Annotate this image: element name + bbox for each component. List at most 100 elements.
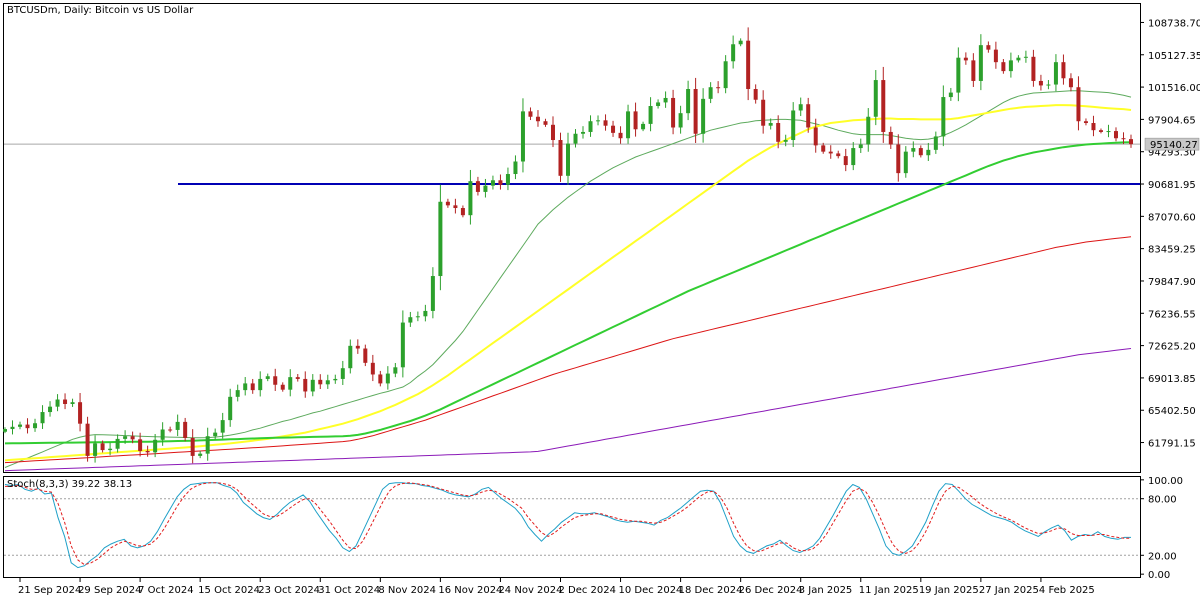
price-tick-label: 90681.95: [1148, 180, 1196, 191]
candle-body: [40, 412, 45, 424]
candle-body: [813, 127, 818, 146]
candle-body: [550, 124, 555, 141]
candle-body: [648, 106, 653, 124]
candle-body: [926, 149, 931, 156]
date-tick-label: 15 Oct 2024: [198, 585, 260, 596]
candle-body: [100, 443, 105, 451]
main-plot-area: [3, 27, 1140, 472]
date-tick-label: 3 Jan 2025: [799, 585, 853, 596]
date-tick-label: 19 Jan 2025: [919, 585, 979, 596]
current-price-tag-bg: [1144, 137, 1200, 151]
candle-body: [190, 437, 195, 456]
candle-body: [505, 174, 510, 185]
candle-body: [63, 399, 68, 404]
candle-body: [3, 429, 7, 432]
candle-body: [303, 378, 308, 392]
candle-body: [108, 448, 113, 451]
candle-body: [363, 348, 368, 363]
candle-body: [423, 310, 428, 317]
candle-body: [355, 345, 360, 349]
candle-body: [535, 116, 540, 122]
candle-body: [400, 322, 405, 368]
candle-body: [911, 148, 916, 152]
candle-body: [235, 390, 240, 397]
candle-body: [828, 151, 833, 154]
candle-body: [33, 423, 38, 429]
candle-body: [130, 436, 135, 440]
candle-body: [288, 377, 293, 390]
candle-body: [626, 111, 631, 139]
candle-body: [581, 131, 586, 134]
candle-body: [783, 140, 788, 142]
candle-body: [656, 102, 661, 107]
candle-body: [596, 120, 601, 122]
candle-body: [408, 317, 413, 323]
candle-body: [798, 104, 803, 111]
date-tick-label: 8 Nov 2024: [378, 585, 436, 596]
candle-body: [978, 45, 983, 81]
candle-body: [851, 148, 856, 166]
candle-body: [1008, 60, 1013, 72]
candle-body: [168, 429, 173, 431]
candle-body: [273, 376, 278, 385]
candle-body: [558, 140, 563, 176]
candle-body: [738, 40, 743, 45]
candle-body: [693, 89, 698, 134]
price-tick-label: 79847.90: [1148, 277, 1196, 288]
date-tick-label: 29 Sep 2024: [78, 585, 141, 596]
main-plot-frame: [3, 3, 1141, 473]
date-tick-label: 2 Dec 2024: [558, 585, 616, 596]
stoch-tick-label: 0.00: [1148, 570, 1170, 581]
date-tick-label: 24 Nov 2024: [498, 585, 562, 596]
candle-body: [445, 201, 450, 206]
candle-body: [93, 443, 98, 456]
candle-body: [618, 132, 623, 139]
candle-body: [678, 113, 683, 128]
stoch-plot-area: [4, 482, 1140, 569]
candle-body: [588, 121, 593, 132]
candle-body: [1068, 78, 1073, 88]
stoch-tick-label: 20.00: [1148, 551, 1177, 562]
main-chart-title: BTCUSDm, Daily: Bitcoin vs US Dollar: [7, 5, 194, 16]
price-axis: 108738.70 105127.35 101516.00 97904.65 94293…: [1140, 18, 1200, 450]
stoch-signal-line: [5, 482, 1131, 566]
candle-body: [993, 49, 998, 63]
candle-body: [160, 429, 165, 440]
candle-body: [603, 120, 608, 126]
date-tick-label: 10 Dec 2024: [619, 585, 683, 596]
price-tick-label: 87070.60: [1148, 212, 1196, 223]
stoch-axis: 100.00 80.00 20.00 0.00: [1140, 476, 1183, 581]
candle-body: [468, 181, 473, 216]
candle-body: [941, 97, 946, 137]
candle-body: [10, 426, 15, 430]
candle-body: [633, 111, 638, 130]
current-price-label: 95140.27: [1150, 140, 1198, 151]
candle-body: [498, 180, 503, 185]
candle-body: [348, 345, 353, 369]
candle-body: [858, 144, 863, 149]
candle-body: [1076, 87, 1081, 122]
candle-body: [213, 432, 218, 437]
price-tick-label: 61791.15: [1148, 439, 1196, 450]
candle-body: [228, 396, 233, 421]
candle-body: [205, 436, 210, 454]
candle-body: [686, 89, 691, 114]
stoch-main-line: [4, 482, 1131, 569]
candle-body: [280, 384, 285, 390]
candle-body: [528, 111, 533, 117]
candle-body: [746, 40, 751, 90]
date-tick-label: 18 Dec 2024: [679, 585, 743, 596]
candle-body: [175, 421, 180, 430]
candle-body: [483, 185, 488, 192]
candle-body: [1001, 62, 1006, 72]
main-chart[interactable]: BTCUSDm, Daily: Bitcoin vs US Dollar 108…: [3, 3, 1200, 473]
candle-body: [1091, 123, 1096, 131]
stoch-tick-label: 100.00: [1148, 476, 1183, 487]
candle-body: [520, 111, 525, 162]
date-tick-label: 31 Oct 2024: [318, 585, 380, 596]
candle-body: [566, 143, 570, 176]
candle-body: [333, 378, 338, 381]
stochastic-subwindow[interactable]: Stoch(8,3,3) 39.22 38.13 100.00 80.00 20.0…: [3, 476, 1184, 581]
